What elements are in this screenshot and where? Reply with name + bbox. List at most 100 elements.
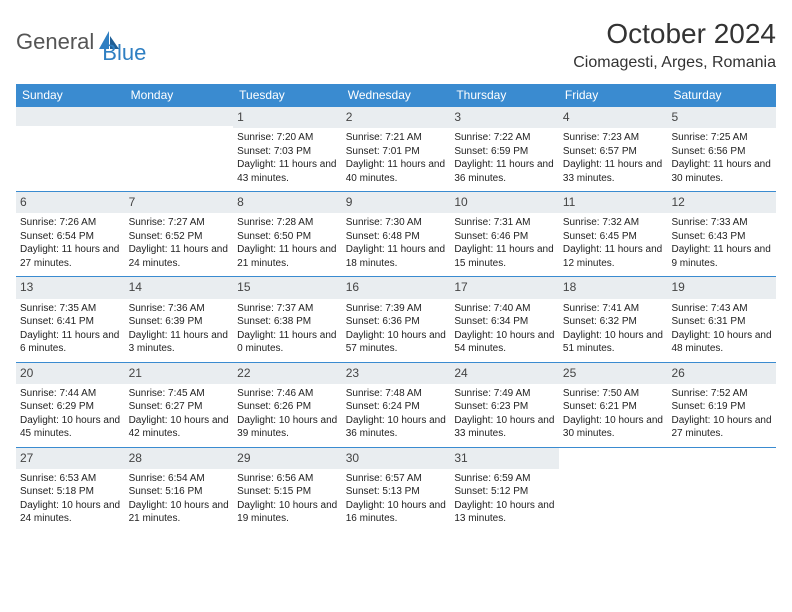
dow-header-row: SundayMondayTuesdayWednesdayThursdayFrid…	[16, 84, 776, 107]
day-cell: 31Sunrise: 6:59 AMSunset: 5:12 PMDayligh…	[450, 448, 559, 532]
sunrise-text: Sunrise: 7:46 AM	[237, 387, 338, 401]
daylight-text: Daylight: 11 hours and 0 minutes.	[237, 329, 338, 356]
day-number: 28	[125, 448, 234, 469]
day-number: 13	[16, 277, 125, 298]
daylight-text: Daylight: 11 hours and 40 minutes.	[346, 158, 447, 185]
day-cell: 2Sunrise: 7:21 AMSunset: 7:01 PMDaylight…	[342, 107, 451, 191]
day-number: 12	[667, 192, 776, 213]
daylight-text: Daylight: 10 hours and 30 minutes.	[563, 414, 664, 441]
day-number: 4	[559, 107, 668, 128]
sunrise-text: Sunrise: 7:28 AM	[237, 216, 338, 230]
day-cell: 28Sunrise: 6:54 AMSunset: 5:16 PMDayligh…	[125, 448, 234, 532]
day-cell: 6Sunrise: 7:26 AMSunset: 6:54 PMDaylight…	[16, 192, 125, 276]
dow-header-cell: Saturday	[667, 84, 776, 107]
day-number: 30	[342, 448, 451, 469]
daylight-text: Daylight: 10 hours and 21 minutes.	[129, 499, 230, 526]
dow-header-cell: Thursday	[450, 84, 559, 107]
daylight-text: Daylight: 10 hours and 24 minutes.	[20, 499, 121, 526]
sunset-text: Sunset: 6:27 PM	[129, 400, 230, 414]
day-cell: 5Sunrise: 7:25 AMSunset: 6:56 PMDaylight…	[667, 107, 776, 191]
day-cell: 9Sunrise: 7:30 AMSunset: 6:48 PMDaylight…	[342, 192, 451, 276]
day-number: 27	[16, 448, 125, 469]
day-number: 18	[559, 277, 668, 298]
sunrise-text: Sunrise: 7:40 AM	[454, 302, 555, 316]
calendar: SundayMondayTuesdayWednesdayThursdayFrid…	[16, 84, 776, 532]
day-cell: 4Sunrise: 7:23 AMSunset: 6:57 PMDaylight…	[559, 107, 668, 191]
sunrise-text: Sunrise: 7:35 AM	[20, 302, 121, 316]
sunrise-text: Sunrise: 6:59 AM	[454, 472, 555, 486]
daylight-text: Daylight: 11 hours and 6 minutes.	[20, 329, 121, 356]
day-cell: 22Sunrise: 7:46 AMSunset: 6:26 PMDayligh…	[233, 363, 342, 447]
day-number: 21	[125, 363, 234, 384]
dow-header-cell: Sunday	[16, 84, 125, 107]
sunset-text: Sunset: 6:57 PM	[563, 145, 664, 159]
day-cell: 26Sunrise: 7:52 AMSunset: 6:19 PMDayligh…	[667, 363, 776, 447]
day-number: 14	[125, 277, 234, 298]
sunrise-text: Sunrise: 7:36 AM	[129, 302, 230, 316]
week-row: 13Sunrise: 7:35 AMSunset: 6:41 PMDayligh…	[16, 276, 776, 361]
sunrise-text: Sunrise: 6:56 AM	[237, 472, 338, 486]
daylight-text: Daylight: 10 hours and 33 minutes.	[454, 414, 555, 441]
header: General Blue October 2024 Ciomagesti, Ar…	[16, 18, 776, 72]
daylight-text: Daylight: 11 hours and 30 minutes.	[671, 158, 772, 185]
sunset-text: Sunset: 5:18 PM	[20, 485, 121, 499]
day-number: 22	[233, 363, 342, 384]
daylight-text: Daylight: 11 hours and 27 minutes.	[20, 243, 121, 270]
sunrise-text: Sunrise: 7:32 AM	[563, 216, 664, 230]
day-cell: 30Sunrise: 6:57 AMSunset: 5:13 PMDayligh…	[342, 448, 451, 532]
day-cell: 19Sunrise: 7:43 AMSunset: 6:31 PMDayligh…	[667, 277, 776, 361]
sunrise-text: Sunrise: 7:23 AM	[563, 131, 664, 145]
day-number: 2	[342, 107, 451, 128]
day-number: 8	[233, 192, 342, 213]
sunrise-text: Sunrise: 7:37 AM	[237, 302, 338, 316]
sunrise-text: Sunrise: 7:22 AM	[454, 131, 555, 145]
day-number: 17	[450, 277, 559, 298]
day-cell: 12Sunrise: 7:33 AMSunset: 6:43 PMDayligh…	[667, 192, 776, 276]
daylight-text: Daylight: 11 hours and 18 minutes.	[346, 243, 447, 270]
sunrise-text: Sunrise: 6:53 AM	[20, 472, 121, 486]
dow-header-cell: Monday	[125, 84, 234, 107]
day-number: 31	[450, 448, 559, 469]
location-label: Ciomagesti, Arges, Romania	[573, 54, 776, 72]
day-cell: 17 Sunrise: 7:40 AMSunset: 6:34 PMDayligh…	[450, 277, 559, 361]
sunset-text: Sunset: 6:43 PM	[671, 230, 772, 244]
sunrise-text: Sunrise: 7:45 AM	[129, 387, 230, 401]
day-cell: 13Sunrise: 7:35 AMSunset: 6:41 PMDayligh…	[16, 277, 125, 361]
sunset-text: Sunset: 6:34 PM	[454, 315, 555, 329]
day-number: 1	[233, 107, 342, 128]
day-cell: 16Sunrise: 7:39 AMSunset: 6:36 PMDayligh…	[342, 277, 451, 361]
day-number: 9	[342, 192, 451, 213]
sunrise-text: Sunrise: 7:26 AM	[20, 216, 121, 230]
sunrise-text: Sunrise: 7:48 AM	[346, 387, 447, 401]
day-cell: 3Sunrise: 7:22 AMSunset: 6:59 PMDaylight…	[450, 107, 559, 191]
sunset-text: Sunset: 6:39 PM	[129, 315, 230, 329]
day-number: 20	[16, 363, 125, 384]
day-number: 5	[667, 107, 776, 128]
daylight-text: Daylight: 10 hours and 54 minutes.	[454, 329, 555, 356]
daylight-text: Daylight: 10 hours and 16 minutes.	[346, 499, 447, 526]
day-number: 16	[342, 277, 451, 298]
day-cell: 7Sunrise: 7:27 AMSunset: 6:52 PMDaylight…	[125, 192, 234, 276]
sunset-text: Sunset: 7:01 PM	[346, 145, 447, 159]
sunrise-text: Sunrise: 6:54 AM	[129, 472, 230, 486]
logo-text-blue: Blue	[102, 40, 146, 66]
day-number: 11	[559, 192, 668, 213]
daylight-text: Daylight: 10 hours and 13 minutes.	[454, 499, 555, 526]
sunset-text: Sunset: 6:29 PM	[20, 400, 121, 414]
day-cell: 27 Sunrise: 6:53 AMSunset: 5:18 PMDayligh…	[16, 448, 125, 532]
sunset-text: Sunset: 6:59 PM	[454, 145, 555, 159]
sunset-text: Sunset: 6:24 PM	[346, 400, 447, 414]
dow-header-cell: Friday	[559, 84, 668, 107]
sunset-text: Sunset: 6:36 PM	[346, 315, 447, 329]
day-cell: 24Sunrise: 7:49 AMSunset: 6:23 PMDayligh…	[450, 363, 559, 447]
day-number: 23	[342, 363, 451, 384]
day-cell: 21Sunrise: 7:45 AMSunset: 6:27 PMDayligh…	[125, 363, 234, 447]
sunrise-text: Sunrise: 7:27 AM	[129, 216, 230, 230]
sunset-text: Sunset: 5:13 PM	[346, 485, 447, 499]
sunset-text: Sunset: 6:56 PM	[671, 145, 772, 159]
day-cell: 14Sunrise: 7:36 AMSunset: 6:39 PMDayligh…	[125, 277, 234, 361]
sunrise-text: Sunrise: 7:52 AM	[671, 387, 772, 401]
daylight-text: Daylight: 10 hours and 36 minutes.	[346, 414, 447, 441]
sunrise-text: Sunrise: 7:30 AM	[346, 216, 447, 230]
day-number: 25	[559, 363, 668, 384]
